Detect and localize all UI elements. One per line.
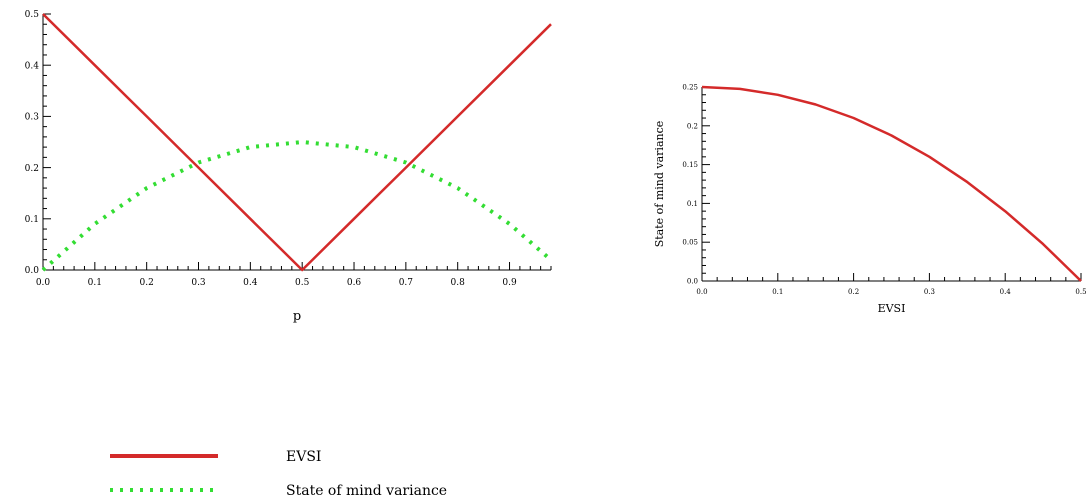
x-axis-label: p (293, 309, 301, 324)
x-tick-label: 0.1 (772, 288, 783, 296)
series-line-series-0 (701, 85, 1082, 282)
x-tick-label: 0.0 (696, 288, 707, 296)
chart-variance-vs-evsi: 0.0 0.1 0.2 0.3 0.4 0.5 0.0 0.05 0.1 0.15 0.2 0.25 E… (653, 83, 1087, 315)
x-tick-label: 0.4 (243, 278, 258, 288)
y-tick-label: 0.1 (25, 215, 39, 225)
x-tick-label: 0.3 (924, 288, 935, 296)
x-tick-label: 0.2 (848, 288, 859, 296)
y-tick-label: 0.15 (682, 161, 698, 169)
y-tick-label: 0.5 (25, 10, 40, 20)
series-line-evsi (42, 13, 552, 272)
x-tick-label: 0.9 (502, 278, 517, 288)
series-line-state-of-mind-variance (41, 140, 553, 272)
x-axis-label: EVSI (878, 302, 906, 315)
x-tick-label: 0.7 (399, 278, 414, 288)
y-tick-label: 0.0 (25, 266, 40, 276)
y-axis-label: State of mind variance (653, 121, 666, 248)
x-tick-label: 0.5 (1075, 288, 1086, 296)
chart-evsi-and-variance-vs-p: 0.0 0.1 0.2 0.3 0.4 0.5 0.6 0.7 0.8 0.9 0.0 0.1 0.2 0… (25, 10, 553, 324)
y-tick-label: 0.25 (682, 83, 698, 91)
x-tick-label: 0.5 (295, 278, 310, 288)
y-tick-label: 0.2 (25, 164, 39, 174)
x-tick-label: 0.6 (347, 278, 362, 288)
x-tick-label: 0.4 (1000, 288, 1012, 296)
legend-label-state-of-mind-variance: State of mind variance (286, 483, 447, 499)
y-tick-label: 0.4 (25, 61, 40, 71)
x-tick-label: 0.0 (36, 278, 51, 288)
y-tick-label: 0.0 (687, 277, 698, 285)
y-tick-label: 0.3 (25, 113, 40, 123)
y-tick-label: 0.1 (687, 200, 698, 208)
x-tick-label: 0.8 (451, 278, 466, 288)
x-tick-label: 0.1 (88, 278, 102, 288)
legend: EVSI State of mind variance (110, 449, 447, 499)
y-tick-label: 0.05 (682, 239, 698, 247)
x-tick-label: 0.2 (140, 278, 154, 288)
y-tick-label: 0.2 (687, 122, 698, 130)
legend-label-evsi: EVSI (286, 449, 321, 465)
x-tick-label: 0.3 (191, 278, 206, 288)
